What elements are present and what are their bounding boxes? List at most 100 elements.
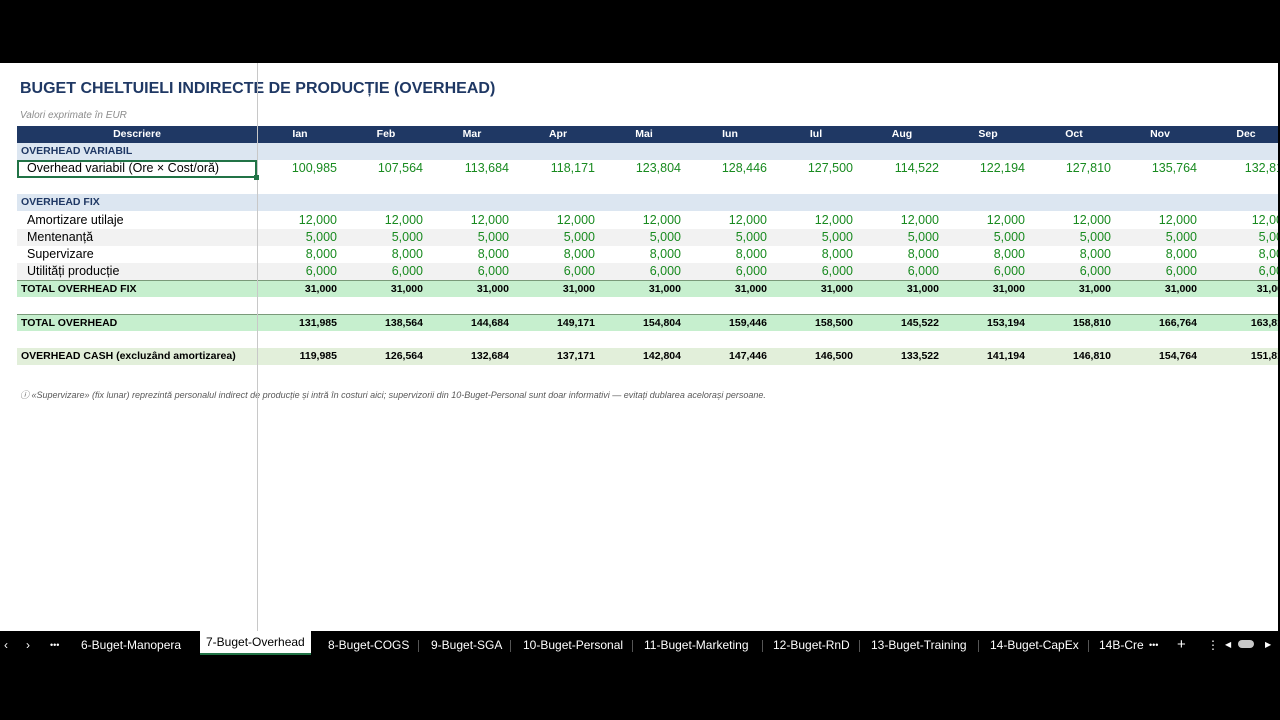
tab-11-buget-marketing[interactable]: 11-Buget-Marketing [644,638,749,652]
cell-dec[interactable]: 31,00 [1256,283,1278,295]
cell-dec[interactable]: 132,81 [1244,161,1278,175]
cell-mar[interactable]: 113,684 [464,161,509,175]
cell-sep[interactable]: 8,000 [993,247,1025,261]
cell-apr[interactable]: 5,000 [563,230,595,244]
cell-feb[interactable]: 31,000 [390,283,423,295]
cell-sep[interactable]: 122,194 [979,161,1025,175]
cell-sep[interactable]: 141,194 [987,350,1025,362]
tab-6-buget-manopera[interactable]: 6-Buget-Manopera [81,638,182,652]
cell-iul[interactable]: 158,500 [815,317,853,329]
cell-oct[interactable]: 158,810 [1073,317,1111,329]
cell-dec[interactable]: 12,00 [1251,213,1278,227]
cell-nov[interactable]: 8,000 [1165,247,1197,261]
cell-aug[interactable]: 114,522 [894,161,939,175]
horizontal-scrollbar-thumb[interactable] [1238,640,1254,648]
cell-ian[interactable]: 119,985 [299,350,337,362]
cell-iun[interactable]: 6,000 [735,264,767,278]
cell-oct[interactable]: 146,810 [1073,350,1111,362]
table-row[interactable]: Mentenanță 5,000 5,000 5,000 5,000 5,000 5,00… [17,229,1278,246]
tab-scroll-prev-icon[interactable]: ‹ [4,638,8,652]
cell-mai[interactable]: 12,000 [642,213,681,227]
cell-mai[interactable]: 31,000 [648,283,681,295]
cell-mar[interactable]: 132,684 [471,350,509,362]
cell-mai[interactable]: 154,804 [643,317,681,329]
total-row[interactable]: TOTAL OVERHEAD FIX 31,000 31,000 31,000 31,… [17,280,1278,297]
table-row[interactable]: Supervizare 8,000 8,000 8,000 8,000 8,000 8,0… [17,246,1278,263]
cell-iun[interactable]: 159,446 [729,317,767,329]
cell-ian[interactable]: 6,000 [305,264,337,278]
cell-dec[interactable]: 8,00 [1258,247,1278,261]
cell-mar[interactable]: 144,684 [471,317,509,329]
section-overhead-variabil[interactable]: OVERHEAD VARIABIL [17,143,1278,160]
table-row[interactable]: Overhead variabil (Ore × Cost/oră) 100,9… [17,160,1278,177]
cell-sep[interactable]: 6,000 [993,264,1025,278]
cell-feb[interactable]: 126,564 [385,350,423,362]
cash-row[interactable]: OVERHEAD CASH (excluzând amortizarea) 11… [17,348,1278,365]
cell-apr[interactable]: 12,000 [556,213,595,227]
cell-aug[interactable]: 145,522 [901,317,939,329]
cell-oct[interactable]: 31,000 [1078,283,1111,295]
tab-scroll-next-icon[interactable]: › [26,638,30,652]
cell-apr[interactable]: 149,171 [557,317,595,329]
cell-dec[interactable]: 151,81 [1250,350,1278,362]
more-tabs-right-icon[interactable]: ••• [1149,640,1159,650]
cell-feb[interactable]: 138,564 [385,317,423,329]
cell-dec[interactable]: 5,00 [1258,230,1278,244]
spreadsheet-grid[interactable]: BUGET CHELTUIELI INDIRECTE DE PRODUCȚIE … [0,63,1278,631]
cell-nov[interactable]: 154,764 [1159,350,1197,362]
cell-mar[interactable]: 6,000 [477,264,509,278]
hscroll-right-icon[interactable]: ▶ [1265,640,1272,649]
cell-ian[interactable]: 12,000 [298,213,337,227]
cell-oct[interactable]: 127,810 [1065,161,1111,175]
cell-iul[interactable]: 8,000 [821,247,853,261]
cell-aug[interactable]: 12,000 [900,213,939,227]
cell-mar[interactable]: 8,000 [477,247,509,261]
cell-mai[interactable]: 8,000 [649,247,681,261]
cell-iul[interactable]: 31,000 [820,283,853,295]
tab-14b-cre[interactable]: 14B-Cre [1099,638,1144,652]
cell-iun[interactable]: 147,446 [729,350,767,362]
cell-mai[interactable]: 123,804 [635,161,681,175]
cell-iul[interactable]: 5,000 [821,230,853,244]
cell-feb[interactable]: 8,000 [391,247,423,261]
cell-mar[interactable]: 5,000 [477,230,509,244]
cell-sep[interactable]: 12,000 [986,213,1025,227]
cell-iun[interactable]: 128,446 [721,161,767,175]
cell-nov[interactable]: 5,000 [1165,230,1197,244]
total-row[interactable]: TOTAL OVERHEAD 131,985 138,564 144,684 149,… [17,314,1278,331]
tab-14-buget-capex[interactable]: 14-Buget-CapEx [990,638,1079,652]
cell-iul[interactable]: 146,500 [815,350,853,362]
cell-sep[interactable]: 31,000 [992,283,1025,295]
cell-ian[interactable]: 31,000 [304,283,337,295]
cell-apr[interactable]: 137,171 [557,350,595,362]
cell-iun[interactable]: 5,000 [735,230,767,244]
tab-12-buget-rnd[interactable]: 12-Buget-RnD [773,638,850,652]
cell-mai[interactable]: 5,000 [649,230,681,244]
cell-nov[interactable]: 166,764 [1159,317,1197,329]
tab-10-buget-personal[interactable]: 10-Buget-Personal [523,638,624,652]
cell-sep[interactable]: 5,000 [993,230,1025,244]
cell-oct[interactable]: 8,000 [1079,247,1111,261]
cell-mai[interactable]: 142,804 [643,350,681,362]
cell-apr[interactable]: 118,171 [550,161,595,175]
cell-mar[interactable]: 12,000 [470,213,509,227]
cell-feb[interactable]: 6,000 [391,264,423,278]
cell-iul[interactable]: 12,000 [814,213,853,227]
cell-nov[interactable]: 6,000 [1165,264,1197,278]
cell-apr[interactable]: 8,000 [563,247,595,261]
cell-feb[interactable]: 5,000 [391,230,423,244]
cell-mai[interactable]: 6,000 [649,264,681,278]
cell-iun[interactable]: 8,000 [735,247,767,261]
cell-sep[interactable]: 153,194 [987,317,1025,329]
cell-oct[interactable]: 6,000 [1079,264,1111,278]
fill-handle[interactable] [254,175,259,180]
cell-aug[interactable]: 6,000 [907,264,939,278]
cell-dec[interactable]: 6,00 [1258,264,1278,278]
tab-7-buget-overhead[interactable]: 7-Buget-Overhead [200,631,311,655]
cell-iun[interactable]: 12,000 [728,213,767,227]
cell-feb[interactable]: 107,564 [377,161,423,175]
cell-iul[interactable]: 6,000 [821,264,853,278]
table-row[interactable]: Amortizare utilaje 12,000 12,000 12,000 12,… [17,212,1278,229]
cell-oct[interactable]: 5,000 [1079,230,1111,244]
cell-nov[interactable]: 31,000 [1164,283,1197,295]
